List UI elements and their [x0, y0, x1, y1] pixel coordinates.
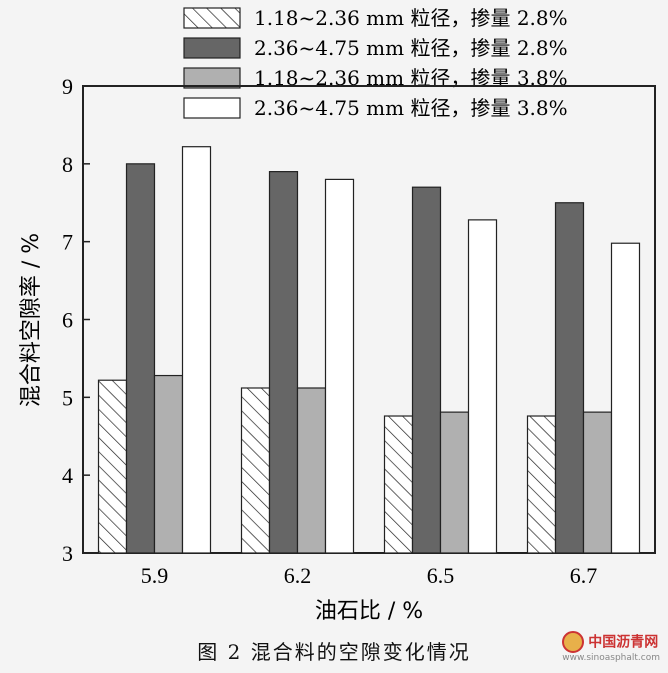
x-axis-title: 油石比 / %	[315, 599, 423, 624]
bar-3-6.2	[296, 387, 327, 554]
y-tick-label: 9	[62, 74, 73, 99]
plot-area: 3 4 5 6 7 8 9 5.9 6.2 6.5 6.7	[62, 74, 656, 588]
bar-1-6.2	[240, 387, 271, 554]
bar-2-5.9	[125, 163, 156, 554]
figure-caption: 图 2 混合料的空隙变化情况	[197, 640, 471, 664]
bar-3-6.7	[582, 411, 613, 554]
y-axis-title: 混合料空隙率 / %	[19, 233, 44, 407]
legend-swatch-2	[183, 37, 241, 59]
x-tick-label: 6.2	[284, 563, 312, 588]
bar-4-6.2	[324, 178, 355, 554]
legend-swatch-3	[183, 67, 241, 89]
legend-label-4: 2.36~4.75 mm 粒径，掺量 3.8%	[254, 96, 568, 120]
watermark-title: 中国沥青网	[588, 634, 659, 651]
x-tick-label: 5.9	[141, 563, 169, 588]
legend-swatch-4	[183, 97, 241, 119]
watermark-url: www.sinoasphalt.com	[562, 653, 660, 663]
y-tick-label: 4	[62, 463, 73, 488]
bar-4-5.9	[181, 146, 212, 554]
legend: 1.18~2.36 mm 粒径，掺量 2.8% 2.36~4.75 mm 粒径，掺…	[183, 6, 568, 120]
legend-swatch-1	[183, 7, 241, 29]
bar-2-6.2	[268, 171, 299, 554]
bar-1-6.5	[383, 415, 414, 554]
bar-4-6.5	[467, 219, 498, 554]
y-tick-label: 3	[62, 541, 73, 566]
legend-label-1: 1.18~2.36 mm 粒径，掺量 2.8%	[254, 6, 568, 30]
bar-chart: 1.18~2.36 mm 粒径，掺量 2.8% 2.36~4.75 mm 粒径，掺…	[19, 6, 656, 624]
bar-2-6.7	[554, 202, 585, 554]
bar-3-6.5	[439, 411, 470, 554]
bar-4-6.7	[610, 242, 641, 554]
legend-label-2: 2.36~4.75 mm 粒径，掺量 2.8%	[254, 36, 568, 60]
watermark-logo-icon	[562, 631, 585, 653]
bar-3-5.9	[153, 374, 184, 554]
x-tick-label: 6.7	[570, 563, 598, 588]
bar-1-5.9	[97, 379, 128, 554]
y-tick-label: 6	[62, 308, 73, 333]
bar-2-6.5	[411, 186, 442, 554]
watermark: 中国沥青网 www.sinoasphalt.com	[562, 631, 660, 663]
y-tick-label: 5	[62, 385, 73, 410]
y-tick-label: 8	[62, 152, 73, 177]
y-tick-label: 7	[62, 230, 73, 255]
x-tick-label: 6.5	[427, 563, 455, 588]
bar-1-6.7	[526, 415, 557, 554]
